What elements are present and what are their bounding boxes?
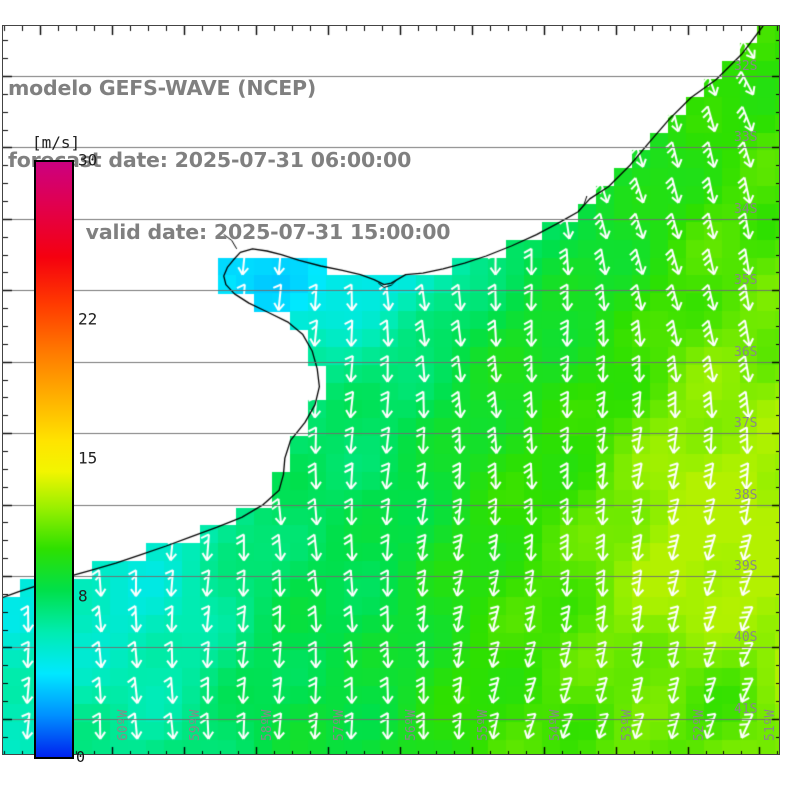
lat-tick-label-40S: 40S [734, 630, 758, 646]
lat-tick-label-33S: 33S [734, 130, 758, 146]
colorbar-tick-8: 8 [78, 586, 88, 606]
lon-tick-label-59W: 59ºW [188, 709, 204, 741]
lon-tick-label-53W: 53ºW [619, 709, 635, 741]
lat-tick-label-32S: 32S [734, 59, 758, 74]
lon-tick-label-51W: 51ºW [763, 709, 779, 741]
colorbar-tick-15: 15 [78, 448, 98, 467]
title-model: modelo GEFS-WAVE (NCEP) [8, 76, 316, 100]
colorbar-zero-label: 0 [76, 748, 86, 766]
lon-tick-label-57W: 57ºW [332, 709, 347, 741]
colorbar: [m/s] 30 22 15 8 0 [32, 133, 97, 766]
lat-tick-label-39S: 39S [734, 559, 758, 574]
colorbar-unit-label: [m/s] [32, 133, 81, 152]
lat-tick-label-35S: 35S [734, 273, 758, 289]
lon-tick-label-56W: 56ºW [403, 709, 419, 741]
lon-tick-label-60W: 60ºW [116, 709, 132, 741]
lat-tick-label-41S: 41S [734, 701, 758, 717]
lat-tick-label-38S: 38S [734, 487, 758, 503]
title-valid-date: valid date: 2025-07-31 15:00:00 [85, 220, 451, 244]
colorbar-gradient [34, 160, 74, 759]
lon-tick-label-54W: 54ºW [547, 709, 563, 741]
lon-tick-label-58W: 58ºW [260, 709, 276, 741]
lat-tick-label-37S: 37S [734, 416, 758, 432]
colorbar-tick-22: 22 [78, 309, 98, 329]
lon-tick-label-55W: 55ºW [475, 709, 491, 741]
colorbar-tick-30: 30 [78, 150, 98, 170]
lat-tick-label-34S: 34S [734, 201, 758, 217]
lat-tick-label-36S: 36S [734, 344, 758, 360]
lon-tick-label-52W: 52ºW [691, 709, 707, 741]
